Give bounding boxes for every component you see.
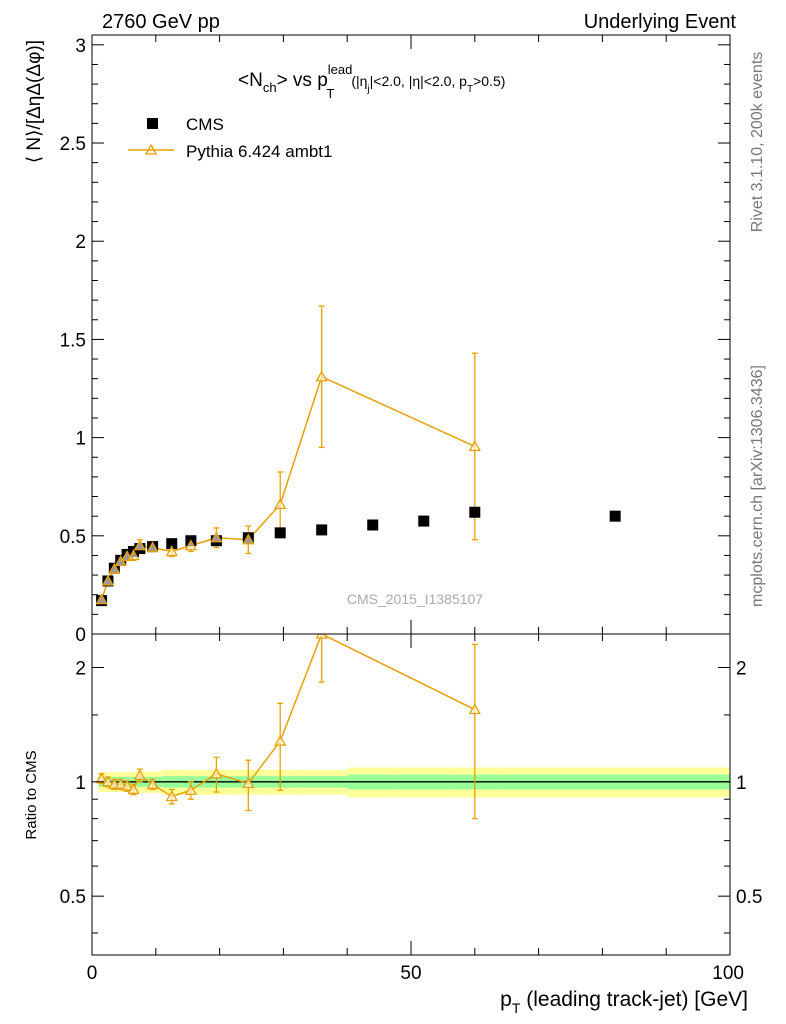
ratio-ytick-label: 0.5 bbox=[60, 887, 86, 908]
ratio-mc-point bbox=[101, 775, 115, 787]
mc-point bbox=[146, 541, 159, 553]
ratio-mc-point bbox=[242, 777, 255, 789]
ratio-mc-point bbox=[120, 779, 134, 791]
ratio-mc-point bbox=[274, 734, 287, 746]
ratio-xtick-label: 100 bbox=[712, 963, 744, 984]
cms-point bbox=[609, 510, 621, 522]
mc-point bbox=[165, 545, 178, 557]
header-right: Underlying Event bbox=[584, 11, 737, 33]
mc-point bbox=[274, 498, 287, 510]
ratio-plot-area bbox=[95, 634, 730, 820]
ratio-xtick-label: 0 bbox=[87, 963, 98, 984]
main-ytick-label: 3 bbox=[75, 36, 86, 57]
legend-cms-marker bbox=[147, 118, 158, 129]
ratio-mc-point bbox=[114, 777, 127, 789]
ratio-mc-point bbox=[184, 783, 197, 795]
side-label-top: Rivet 3.1.10, 200k events bbox=[749, 52, 766, 233]
ratio-mc-point bbox=[146, 777, 159, 789]
ratio-xtick-label: 50 bbox=[400, 963, 421, 984]
cms-point bbox=[274, 527, 286, 539]
ratio-mc-point bbox=[127, 783, 140, 795]
ratio-mc-point bbox=[133, 769, 146, 780]
main-title: <Nch> vs plead T(|ηj|<2.0, |η|<2.0, pT>0.… bbox=[238, 62, 505, 101]
ratio-panel: 0.5 0.5 1 1 2 2 0 50 100 bbox=[60, 633, 762, 984]
cms-point bbox=[418, 515, 430, 527]
main-ytick-label: 0.5 bbox=[60, 527, 86, 548]
mc-point bbox=[184, 539, 197, 551]
legend-mc-marker bbox=[144, 143, 158, 155]
watermark: CMS_2015_I1385107 bbox=[347, 591, 483, 607]
main-ytick-label: 0 bbox=[75, 625, 86, 646]
header-left: 2760 GeV pp bbox=[102, 11, 220, 33]
mc-point bbox=[101, 574, 115, 586]
mc-point bbox=[242, 533, 255, 545]
ratio-ytick-label-right: 0.5 bbox=[736, 887, 762, 908]
x-axis-title: pT (leading track-jet) [GeV] bbox=[500, 988, 748, 1016]
cms-point bbox=[367, 519, 379, 531]
ratio-ytick-label-right: 2 bbox=[736, 658, 747, 679]
cms-point bbox=[316, 524, 328, 536]
main-ylabel: ⟨ N⟩/[ΔηΔ(Δφ)] bbox=[24, 40, 45, 163]
main-panel: 0 0.5 1 1.5 2 2.5 3 bbox=[60, 34, 731, 646]
mc-point bbox=[133, 539, 146, 551]
mc-point bbox=[108, 562, 121, 574]
ratio-mc-point bbox=[95, 772, 108, 784]
ratio-ylabel: Ratio to CMS bbox=[23, 750, 40, 839]
main-ytick-label: 1 bbox=[75, 429, 86, 450]
ratio-ytick-label: 1 bbox=[75, 773, 86, 794]
ratio-mc-point bbox=[315, 634, 328, 639]
legend-cms-label: CMS bbox=[186, 115, 224, 134]
mc-point bbox=[468, 440, 481, 452]
main-ytick-label: 2 bbox=[75, 232, 86, 253]
mc-point bbox=[95, 593, 108, 605]
cms-point bbox=[469, 506, 481, 518]
ratio-ytick-label-right: 1 bbox=[736, 773, 747, 794]
mc-point bbox=[210, 531, 223, 543]
mc-point bbox=[127, 549, 140, 561]
mc-line bbox=[100, 375, 476, 600]
ratio-mc-point bbox=[468, 703, 481, 715]
mc-point bbox=[315, 370, 328, 382]
ratio-mc-point bbox=[210, 767, 223, 779]
ratio-mc-point bbox=[165, 790, 178, 802]
main-ytick-label: 2.5 bbox=[60, 134, 86, 155]
main-ytick-label: 1.5 bbox=[60, 330, 86, 351]
ratio-ytick-label: 2 bbox=[75, 658, 86, 679]
cms-point bbox=[166, 538, 178, 550]
side-label-bottom: mcplots.cern.ch [arXiv:1306.3436] bbox=[749, 365, 766, 607]
legend: CMS Pythia 6.424 ambt1 bbox=[128, 115, 332, 161]
legend-mc-label: Pythia 6.424 ambt1 bbox=[186, 142, 332, 161]
